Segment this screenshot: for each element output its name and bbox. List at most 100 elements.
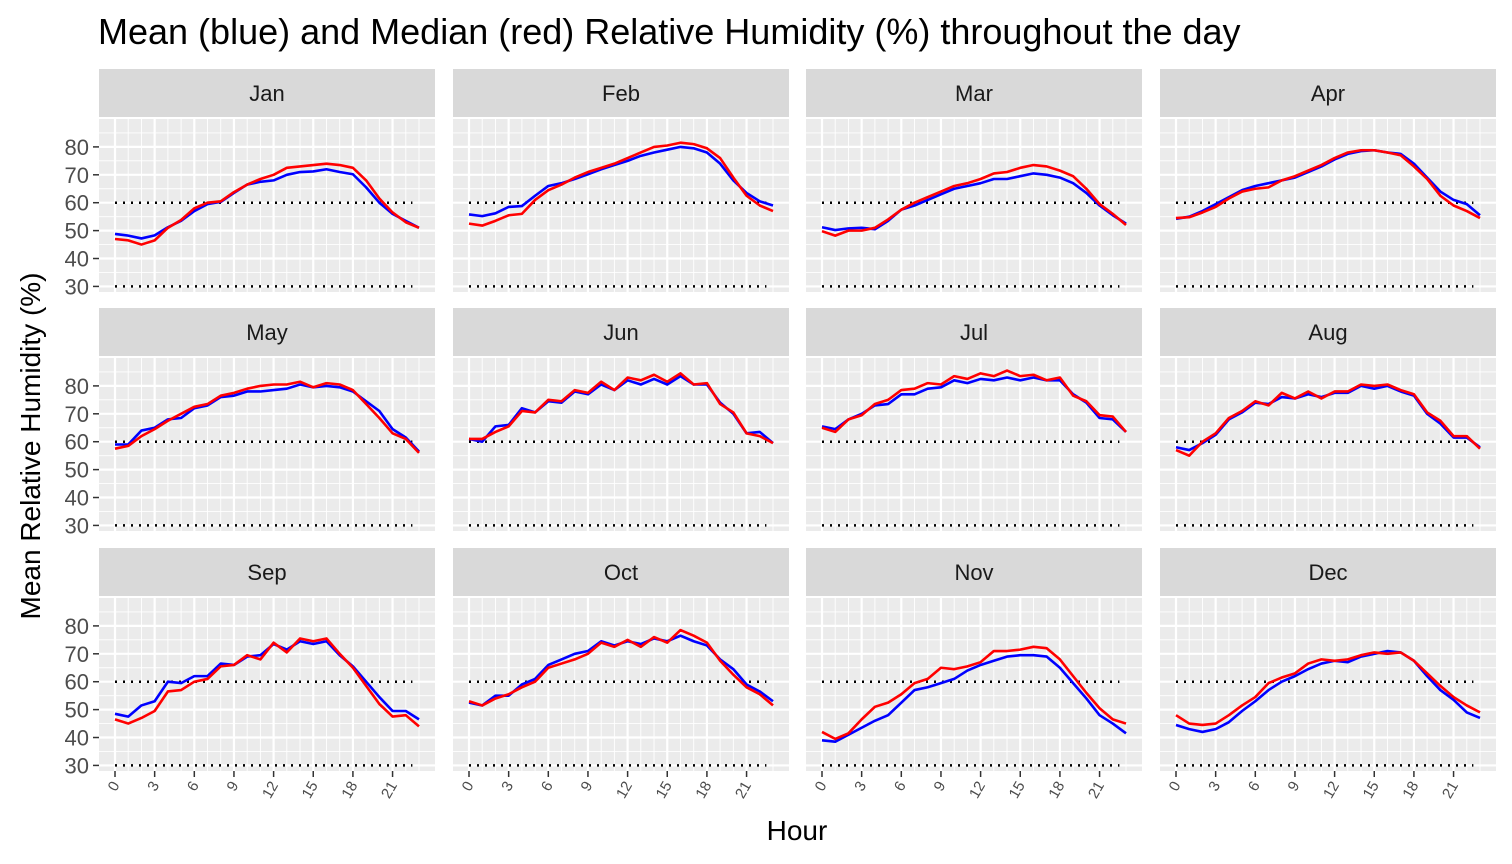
series-line-median [1175,651,1481,727]
y-tick-label: 30 [65,513,89,538]
facet-nov: Nov 0 3 6 9 12 15 18 21 [806,548,1142,801]
x-tick-label: 6 [538,779,557,795]
y-tick-label: 70 [65,642,89,667]
facet-strip-label: Apr [1311,81,1345,106]
plot-panel [453,119,789,292]
facet-strip-label: Jun [603,320,638,345]
y-tick-label: 40 [65,726,89,751]
x-tick-label: 3 [1205,779,1224,795]
y-tick-label: 60 [65,430,89,455]
y-tick-label: 30 [65,274,89,299]
x-tick-label: 15 [1360,779,1383,802]
y-tick-label: 30 [65,753,89,778]
facet-strip [99,69,435,117]
facet-strip [1160,308,1496,356]
x-tick-label: 12 [966,779,989,802]
x-tick-label: 6 [1245,779,1264,795]
facet-strip [99,548,435,596]
y-tick-label: 70 [65,163,89,188]
x-tick-label: 9 [1285,779,1304,795]
x-tick-label: 9 [578,779,597,795]
x-tick-label: 15 [299,779,322,802]
plot-panel [806,598,1142,771]
series-line-median [114,162,420,246]
facet-strip [806,548,1142,596]
facet-strip-label: May [246,320,288,345]
x-tick-label: 21 [1085,779,1108,802]
y-tick-label: 80 [65,135,89,160]
x-tick-label: 0 [1166,779,1185,795]
facet-oct: Oct 0 3 6 9 12 15 18 21 [453,548,789,801]
series-line-mean [468,145,774,218]
facet-strip [453,548,789,596]
facet-jul: Jul [806,308,1142,531]
x-tick-label: 21 [378,779,401,802]
x-tick-label: 3 [144,779,163,795]
y-tick-label: 80 [65,614,89,639]
y-tick-label: 50 [65,698,89,723]
x-tick-label: 0 [105,779,124,795]
x-tick-label: 21 [1439,779,1462,802]
facet-strip-label: Dec [1308,560,1347,585]
facet-strip [1160,69,1496,117]
facet-strip-label: Sep [247,560,286,585]
facet-strip-label: Aug [1308,320,1347,345]
facet-strip-label: Feb [602,81,640,106]
y-tick-label: 80 [65,374,89,399]
x-tick-label: 12 [1320,779,1343,802]
x-tick-label: 6 [184,779,203,795]
plot-panel [1160,598,1496,771]
facet-strip-label: Jan [249,81,284,106]
x-tick-label: 12 [259,779,282,802]
series-line-median [1175,383,1481,457]
facet-strip-label: Nov [954,560,993,585]
facet-strip [1160,548,1496,596]
y-tick-label: 60 [65,191,89,216]
y-tick-label: 40 [65,486,89,511]
facet-strip-label: Mar [955,81,993,106]
facet-strip [453,308,789,356]
facet-dec: Dec 0 3 6 9 12 15 18 21 [1160,548,1496,801]
x-tick-label: 12 [613,779,636,802]
y-tick-label: 50 [65,458,89,483]
series-line-mean [1175,649,1481,734]
facet-jun: Jun [453,308,789,531]
x-tick-label: 9 [931,779,950,795]
facet-mar: Mar [806,69,1142,292]
x-tick-label: 3 [851,779,870,795]
series-line-median [469,372,774,445]
x-tick-label: 18 [692,779,715,802]
plot-panel [453,598,789,771]
plot-panel [806,358,1142,531]
series-line-median [821,163,1127,237]
plot-panel [99,598,435,771]
x-tick-label: 0 [459,779,478,795]
facet-aug: Aug [1160,308,1496,531]
x-tick-label: 0 [812,779,831,795]
x-tick-label: 15 [1006,779,1029,802]
facet-strip [806,69,1142,117]
facet-strip [453,69,789,117]
x-tick-label: 6 [891,779,910,795]
x-tick-label: 18 [1399,779,1422,802]
series-line-median [114,380,420,454]
facet-strip-label: Oct [604,560,638,585]
y-tick-label: 50 [65,219,89,244]
facet-feb: Feb [453,69,789,292]
x-tick-label: 9 [224,779,243,795]
series-line-mean [821,653,1127,744]
plot-panel [1160,358,1496,531]
x-tick-label: 18 [338,779,361,802]
y-tick-label: 40 [65,247,89,272]
series-line-median [468,628,774,707]
x-axis-title: Hour [767,815,828,846]
series-line-median [821,645,1127,741]
facet-apr: Apr [1160,69,1496,292]
x-tick-label: 18 [1045,779,1068,802]
y-tick-label: 60 [65,670,89,695]
x-tick-label: 15 [653,779,676,802]
series-line-median [1175,148,1481,220]
y-axis-title: Mean Relative Humidity (%) [15,273,46,620]
